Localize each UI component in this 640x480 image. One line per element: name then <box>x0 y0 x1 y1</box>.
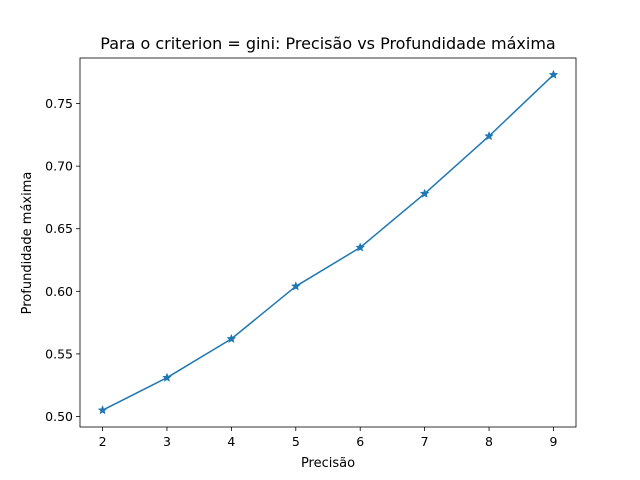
x-tick-label: 8 <box>485 434 493 449</box>
y-tick-label: 0.65 <box>45 221 73 236</box>
x-axis-label: Precisão <box>301 456 355 471</box>
data-point <box>419 188 430 198</box>
data-point <box>355 242 365 252</box>
x-tick-label: 2 <box>99 434 107 449</box>
y-tick-label: 0.50 <box>45 409 73 424</box>
x-tick-label: 7 <box>421 434 429 449</box>
x-tick-label: 6 <box>356 434 364 449</box>
data-point <box>484 131 494 141</box>
x-tick-label: 4 <box>227 434 235 449</box>
y-tick-label: 0.55 <box>45 346 73 361</box>
chart-title: Para o criterion = gini: Precisão vs Pro… <box>100 34 555 53</box>
axes-frame <box>79 57 577 428</box>
data-point <box>291 281 301 291</box>
series-line <box>102 74 554 411</box>
x-tick-label: 3 <box>163 434 171 449</box>
plot-area: 2 3 4 5 6 7 8 9 0.50 0.55 0.60 0.65 0.70 0.75 <box>45 57 577 449</box>
data-point <box>226 333 237 343</box>
y-axis-label: Profundidade máxima <box>20 172 35 315</box>
data-point <box>548 69 559 79</box>
data-point <box>162 372 172 382</box>
y-tick-label: 0.70 <box>45 159 73 174</box>
x-tick-label: 9 <box>549 434 557 449</box>
data-point <box>97 405 108 415</box>
y-tick-label: 0.60 <box>45 284 73 299</box>
x-tick-label: 5 <box>292 434 300 449</box>
y-tick-label: 0.75 <box>45 96 73 111</box>
